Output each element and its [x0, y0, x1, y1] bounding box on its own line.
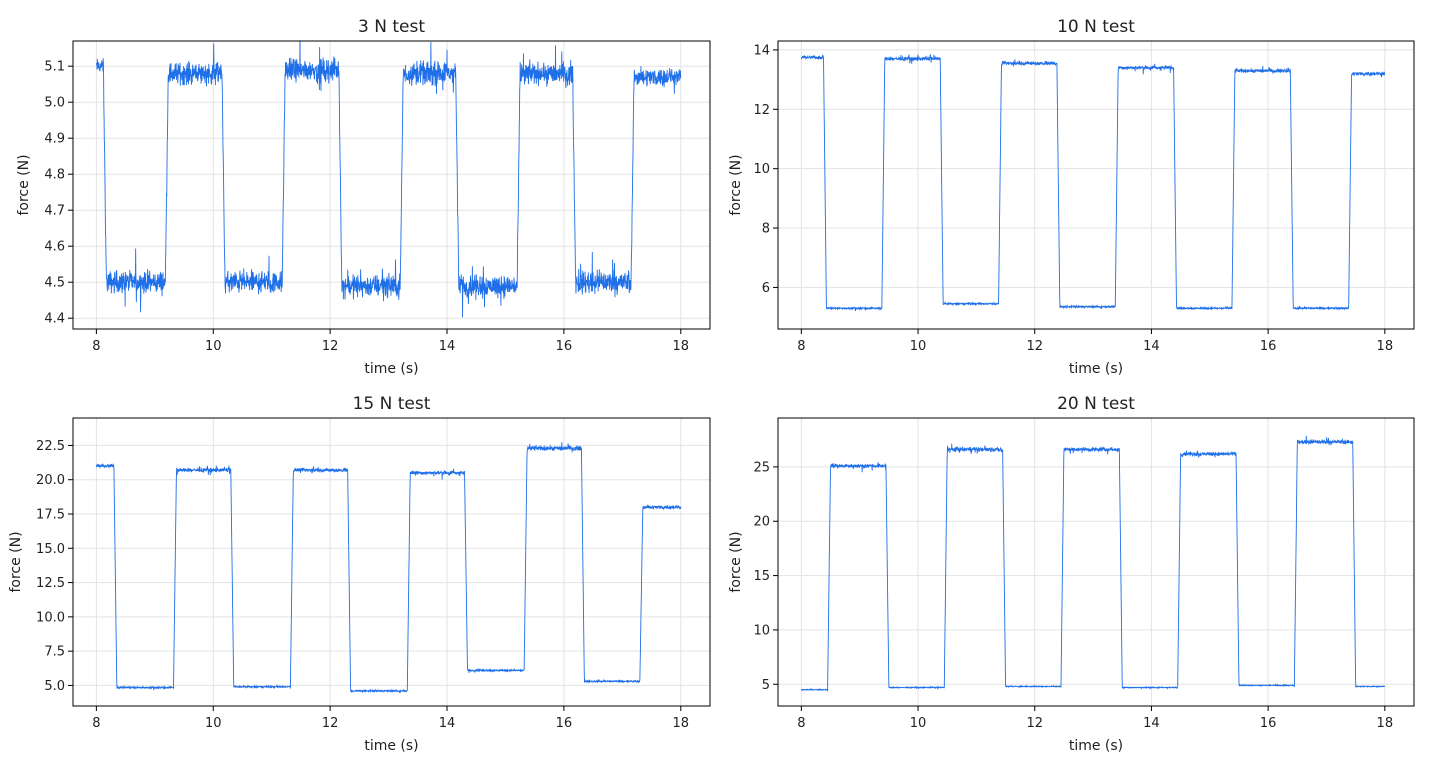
- x-axis-label: time (s): [1069, 361, 1123, 377]
- y-tick-label: 5.1: [44, 60, 65, 75]
- y-tick-label: 8: [762, 222, 770, 237]
- y-axis-label: force (N): [8, 531, 24, 592]
- axes-frame: [72, 417, 711, 707]
- y-tick-label: 4.4: [44, 312, 65, 327]
- y-tick-label: 4.5: [44, 276, 65, 291]
- x-tick-label: 12: [1026, 716, 1043, 731]
- y-tick-label: 6: [762, 281, 770, 296]
- force-series-line: [800, 435, 1386, 692]
- x-tick-label: 10: [205, 339, 222, 354]
- x-tick-label: 16: [1260, 339, 1277, 354]
- x-tick-label: 12: [322, 339, 339, 354]
- x-tick-label: 14: [1143, 716, 1160, 731]
- y-tick-label: 4.9: [44, 132, 65, 147]
- x-tick-label: 8: [92, 339, 100, 354]
- y-tick-label: 20.0: [36, 473, 65, 488]
- chart-title: 3 N test: [358, 17, 425, 37]
- x-tick-label: 12: [1026, 339, 1043, 354]
- axes-frame: [777, 40, 1415, 330]
- subplot-2: 8 10 12 14 16 18 6 8 10 12 14 10 N test time (s) forc…: [728, 17, 1415, 377]
- y-tick-label: 15.0: [36, 542, 65, 557]
- axes-frame: [72, 40, 711, 330]
- x-tick-label: 18: [673, 339, 690, 354]
- y-tick-label: 25: [753, 460, 770, 475]
- x-tick-label: 16: [1260, 716, 1277, 731]
- axes-frame: [777, 417, 1415, 707]
- y-axis-label: force (N): [728, 154, 744, 215]
- x-tick-label: 16: [556, 716, 573, 731]
- y-tick-label: 10: [753, 162, 770, 177]
- y-tick-label: 5.0: [44, 96, 65, 111]
- x-tick-label: 14: [439, 716, 456, 731]
- y-tick-label: 12: [753, 103, 770, 118]
- y-tick-label: 7.5: [44, 645, 65, 660]
- x-tick-label: 18: [1377, 339, 1394, 354]
- y-axis-label: force (N): [728, 531, 744, 592]
- force-series-line: [800, 53, 1386, 312]
- y-axis-label: force (N): [16, 154, 32, 215]
- x-tick-label: 16: [556, 339, 573, 354]
- y-tick-label: 22.5: [36, 439, 65, 454]
- chart-title: 15 N test: [353, 394, 431, 414]
- y-tick-label: 10: [753, 623, 770, 638]
- chart-title: 10 N test: [1057, 17, 1135, 37]
- x-tick-label: 18: [1377, 716, 1394, 731]
- x-tick-label: 8: [797, 716, 805, 731]
- y-tick-label: 4.6: [44, 240, 65, 255]
- x-tick-label: 18: [673, 716, 690, 731]
- x-tick-label: 10: [910, 716, 927, 731]
- x-tick-label: 8: [797, 339, 805, 354]
- x-tick-label: 14: [1143, 339, 1160, 354]
- x-tick-label: 14: [439, 339, 456, 354]
- x-tick-label: 12: [322, 716, 339, 731]
- force-series-line: [95, 41, 682, 318]
- y-tick-label: 5.0: [44, 679, 65, 694]
- y-tick-label: 5: [762, 678, 770, 693]
- x-axis-label: time (s): [1069, 738, 1123, 754]
- x-tick-label: 10: [205, 716, 222, 731]
- subplot-4: 8 10 12 14 16 18 5 10 15 20 25 20 N test time (s) for…: [728, 394, 1415, 754]
- y-tick-label: 14: [753, 43, 770, 58]
- force-series-line: [95, 442, 682, 694]
- subplot-1: 8 10 12 14 16 18 4.4 4.5 4.6 4.7 4.8 4.9 5.0 5.1 3 N t…: [16, 17, 711, 377]
- y-tick-label: 17.5: [36, 508, 65, 523]
- y-tick-label: 4.8: [44, 168, 65, 183]
- y-tick-label: 15: [753, 569, 770, 584]
- chart-title: 20 N test: [1057, 394, 1135, 414]
- x-axis-label: time (s): [364, 738, 418, 754]
- subplot-3: 8 10 12 14 16 18 5.0 7.5 10.0 12.5 15.0 17.5 20.0 22.…: [8, 394, 711, 754]
- y-tick-label: 4.7: [44, 204, 65, 219]
- y-tick-label: 12.5: [36, 576, 65, 591]
- y-tick-label: 20: [753, 515, 770, 530]
- x-tick-label: 8: [92, 716, 100, 731]
- y-tick-label: 10.0: [36, 610, 65, 625]
- x-axis-label: time (s): [364, 361, 418, 377]
- x-tick-label: 10: [910, 339, 927, 354]
